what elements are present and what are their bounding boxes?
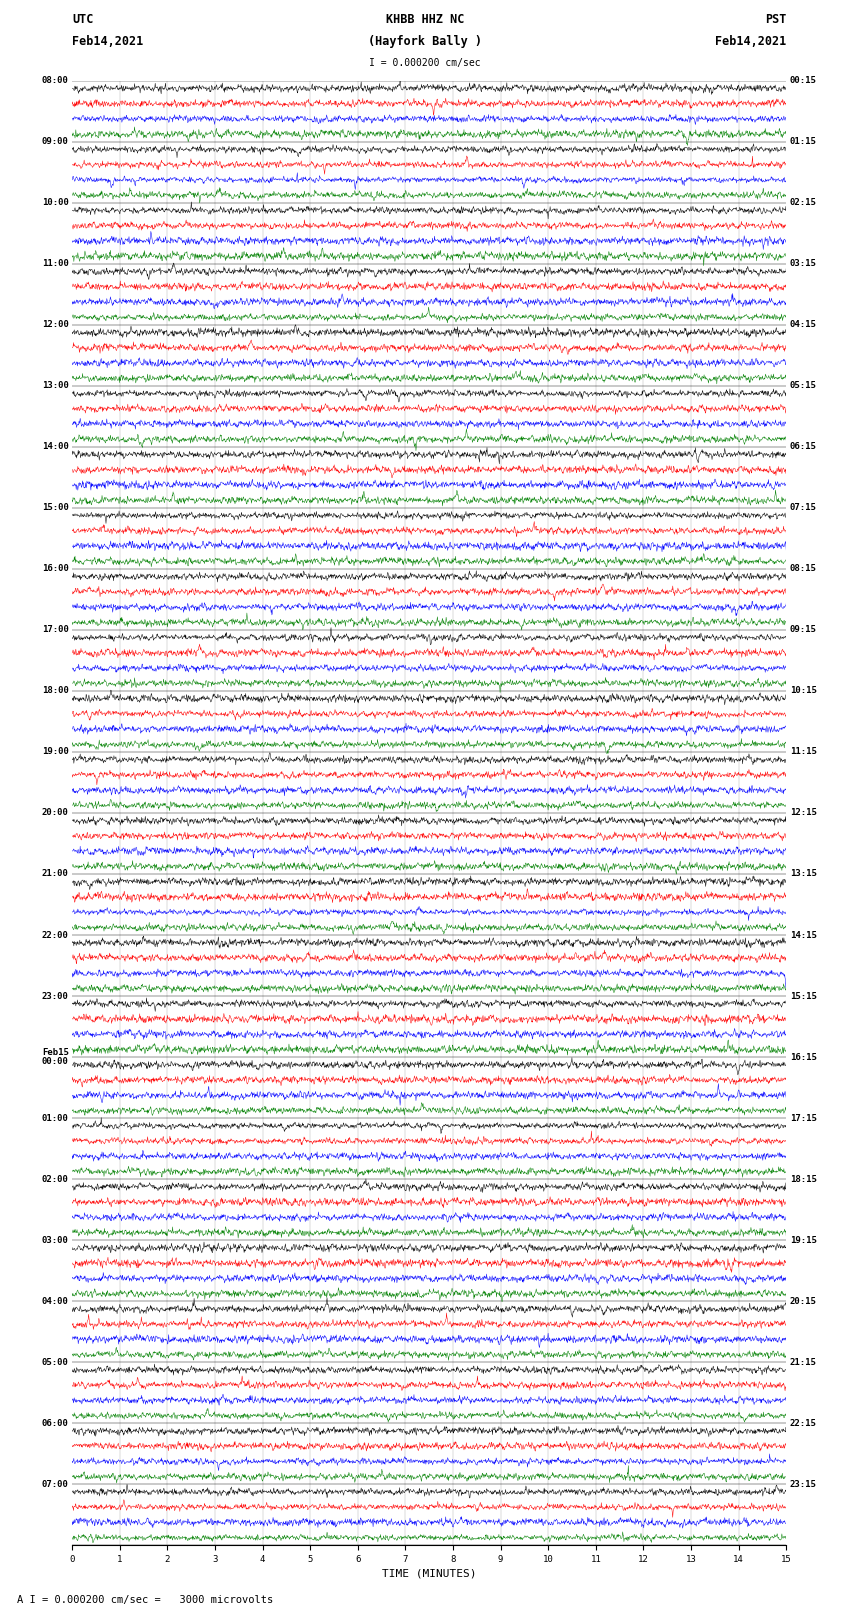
Text: UTC: UTC bbox=[72, 13, 94, 26]
Text: 18:15: 18:15 bbox=[790, 1174, 817, 1184]
Text: Feb14,2021: Feb14,2021 bbox=[715, 35, 786, 48]
Text: PST: PST bbox=[765, 13, 786, 26]
Text: Feb15: Feb15 bbox=[42, 1048, 69, 1057]
Text: 11:15: 11:15 bbox=[790, 747, 817, 756]
Text: 03:00: 03:00 bbox=[42, 1236, 69, 1245]
Text: 19:00: 19:00 bbox=[42, 747, 69, 756]
Text: 13:15: 13:15 bbox=[790, 869, 817, 879]
Text: 23:00: 23:00 bbox=[42, 992, 69, 1000]
X-axis label: TIME (MINUTES): TIME (MINUTES) bbox=[382, 1568, 477, 1578]
Text: 19:15: 19:15 bbox=[790, 1236, 817, 1245]
Text: 15:15: 15:15 bbox=[790, 992, 817, 1000]
Text: 00:00: 00:00 bbox=[42, 1057, 69, 1066]
Text: KHBB HHZ NC: KHBB HHZ NC bbox=[386, 13, 464, 26]
Text: 16:00: 16:00 bbox=[42, 565, 69, 573]
Text: 01:15: 01:15 bbox=[790, 137, 817, 147]
Text: 23:15: 23:15 bbox=[790, 1479, 817, 1489]
Text: 20:15: 20:15 bbox=[790, 1297, 817, 1305]
Text: 04:00: 04:00 bbox=[42, 1297, 69, 1305]
Text: 06:00: 06:00 bbox=[42, 1419, 69, 1428]
Text: 17:00: 17:00 bbox=[42, 626, 69, 634]
Text: 07:15: 07:15 bbox=[790, 503, 817, 513]
Text: 21:00: 21:00 bbox=[42, 869, 69, 879]
Text: (Hayfork Bally ): (Hayfork Bally ) bbox=[368, 35, 482, 48]
Text: 10:00: 10:00 bbox=[42, 198, 69, 206]
Text: 03:15: 03:15 bbox=[790, 260, 817, 268]
Text: 12:00: 12:00 bbox=[42, 321, 69, 329]
Text: 14:00: 14:00 bbox=[42, 442, 69, 452]
Text: 06:15: 06:15 bbox=[790, 442, 817, 452]
Text: 07:00: 07:00 bbox=[42, 1479, 69, 1489]
Text: 21:15: 21:15 bbox=[790, 1358, 817, 1366]
Text: 22:00: 22:00 bbox=[42, 931, 69, 939]
Text: 05:00: 05:00 bbox=[42, 1358, 69, 1366]
Text: 20:00: 20:00 bbox=[42, 808, 69, 818]
Text: A I = 0.000200 cm/sec =   3000 microvolts: A I = 0.000200 cm/sec = 3000 microvolts bbox=[17, 1595, 273, 1605]
Text: 02:00: 02:00 bbox=[42, 1174, 69, 1184]
Text: 08:15: 08:15 bbox=[790, 565, 817, 573]
Text: 14:15: 14:15 bbox=[790, 931, 817, 939]
Text: 01:00: 01:00 bbox=[42, 1113, 69, 1123]
Text: 12:15: 12:15 bbox=[790, 808, 817, 818]
Text: 09:00: 09:00 bbox=[42, 137, 69, 147]
Text: 22:15: 22:15 bbox=[790, 1419, 817, 1428]
Text: 16:15: 16:15 bbox=[790, 1053, 817, 1061]
Text: 09:15: 09:15 bbox=[790, 626, 817, 634]
Text: I = 0.000200 cm/sec: I = 0.000200 cm/sec bbox=[369, 58, 481, 68]
Text: 10:15: 10:15 bbox=[790, 687, 817, 695]
Text: 02:15: 02:15 bbox=[790, 198, 817, 206]
Text: 17:15: 17:15 bbox=[790, 1113, 817, 1123]
Text: 04:15: 04:15 bbox=[790, 321, 817, 329]
Text: 13:00: 13:00 bbox=[42, 381, 69, 390]
Text: 08:00: 08:00 bbox=[42, 76, 69, 85]
Text: 15:00: 15:00 bbox=[42, 503, 69, 513]
Text: 05:15: 05:15 bbox=[790, 381, 817, 390]
Text: Feb14,2021: Feb14,2021 bbox=[72, 35, 144, 48]
Text: 18:00: 18:00 bbox=[42, 687, 69, 695]
Text: 11:00: 11:00 bbox=[42, 260, 69, 268]
Text: 00:15: 00:15 bbox=[790, 76, 817, 85]
